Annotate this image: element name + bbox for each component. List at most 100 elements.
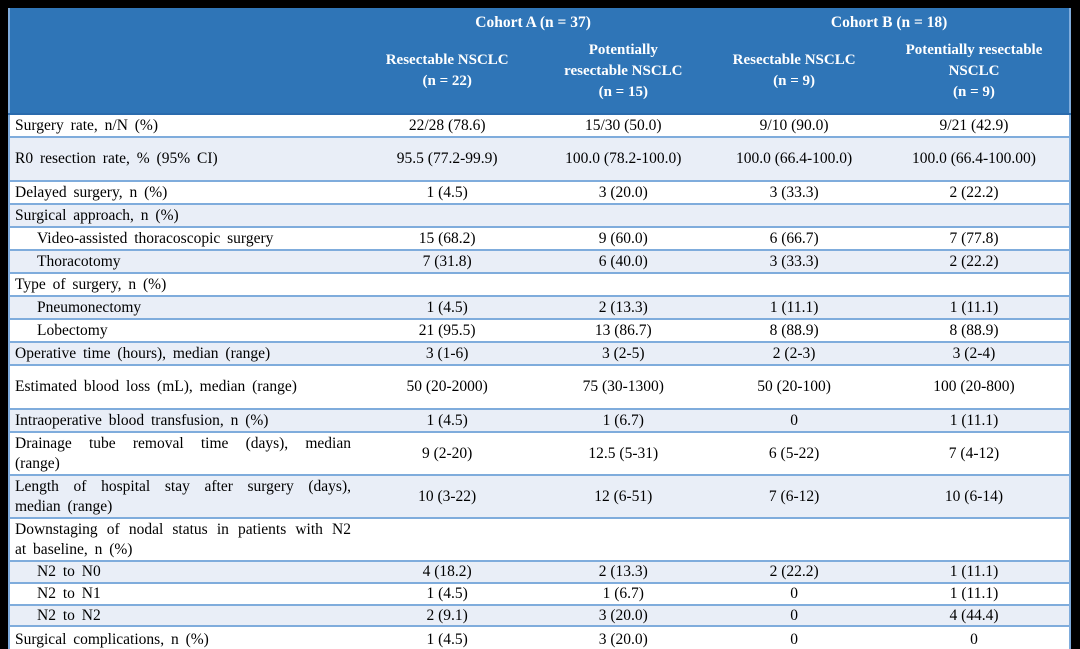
row-label: N2 to N2 xyxy=(9,603,357,627)
table-cell: 3 (20.0) xyxy=(537,603,710,627)
table-row: Thoracotomy 7 (31.8) 6 (40.0) 3 (33.3) 2… xyxy=(9,249,1070,273)
table-cell: 1 (6.7) xyxy=(537,581,710,605)
table-section-row: Type of surgery, n (%) xyxy=(9,272,1070,296)
row-label: Type of surgery, n (%) xyxy=(9,272,357,296)
table-row: Intraoperative blood transfusion, n (%) … xyxy=(9,408,1070,432)
table-cell: 2 (13.3) xyxy=(537,560,710,583)
table-cell: 4 (18.2) xyxy=(357,560,538,583)
row-label: Video-assisted thoracoscopic surgery xyxy=(9,226,357,250)
row-label: Pneumonectomy xyxy=(9,295,357,319)
surgical-outcomes-table: Cohort A (n = 37) Cohort B (n = 18) Rese… xyxy=(8,8,1071,649)
table-cell: 6 (66.7) xyxy=(709,226,879,250)
row-label: Surgical approach, n (%) xyxy=(9,203,357,227)
table-cell: 1 (11.1) xyxy=(878,560,1070,583)
table-row: Delayed surgery, n (%) 1 (4.5) 3 (20.0) … xyxy=(9,180,1070,204)
table-cell: 3 (2-5) xyxy=(537,341,710,365)
empty-corner-cell xyxy=(9,8,357,35)
table-header: Cohort A (n = 37) Cohort B (n = 18) Rese… xyxy=(9,8,1070,114)
table-cell xyxy=(537,517,710,561)
table-row: N2 to N2 2 (9.1) 3 (20.0) 0 4 (44.4) xyxy=(9,603,1070,627)
table-cell: 95.5 (77.2-99.9) xyxy=(357,136,538,181)
table-cell: 100.0 (66.4-100.0) xyxy=(709,136,879,181)
table-row: Estimated blood loss (mL), median (range… xyxy=(9,364,1070,409)
table-cell: 10 (6-14) xyxy=(878,474,1070,518)
table-cell: 0 xyxy=(709,408,879,432)
table-cell xyxy=(357,517,538,561)
table-cell: 9/21 (42.9) xyxy=(878,113,1070,137)
table-cell: 0 xyxy=(709,625,879,649)
row-label: Surgery rate, n/N (%) xyxy=(9,113,357,137)
table-cell: 7 (31.8) xyxy=(357,249,538,273)
table-cell: 13 (86.7) xyxy=(537,318,710,342)
table-cell: 7 (77.8) xyxy=(878,226,1070,250)
table-cell: 8 (88.9) xyxy=(709,318,879,342)
table-cell: 21 (95.5) xyxy=(357,318,538,342)
table-cell xyxy=(709,203,879,227)
row-label: Thoracotomy xyxy=(9,249,357,273)
table-cell xyxy=(878,272,1070,296)
table-cell xyxy=(357,272,538,296)
col-header-resectable-b: Resectable NSCLC (n = 9) xyxy=(709,35,879,114)
table-cell: 4 (44.4) xyxy=(878,603,1070,627)
table-body: Surgery rate, n/N (%) 22/28 (78.6) 15/30… xyxy=(9,113,1070,649)
table-cell xyxy=(537,203,710,227)
table-cell: 6 (40.0) xyxy=(537,249,710,273)
table-row: Video-assisted thoracoscopic surgery 15 … xyxy=(9,226,1070,250)
table-cell: 0 xyxy=(709,603,879,627)
table-cell: 3 (2-4) xyxy=(878,341,1070,365)
row-label: Drainage tube removal time (days), media… xyxy=(9,431,357,475)
col-header-potentially-resectable-a: Potentially resectable NSCLC (n = 15) xyxy=(537,35,710,114)
table-cell: 1 (11.1) xyxy=(878,295,1070,319)
table-cell: 1 (11.1) xyxy=(878,408,1070,432)
row-label: Downstaging of nodal status in patients … xyxy=(9,517,357,561)
table-cell: 9 (60.0) xyxy=(537,226,710,250)
subgroup-header-row: Resectable NSCLC (n = 22) Potentially re… xyxy=(9,35,1070,114)
row-label: N2 to N1 xyxy=(9,581,357,605)
table-cell: 2 (22.2) xyxy=(709,560,879,583)
table-cell xyxy=(709,272,879,296)
table-cell: 3 (20.0) xyxy=(537,625,710,649)
table-cell: 3 (33.3) xyxy=(709,180,879,204)
table-cell: 1 (11.1) xyxy=(709,295,879,319)
table-row: Surgery rate, n/N (%) 22/28 (78.6) 15/30… xyxy=(9,113,1070,137)
table-cell: 15/30 (50.0) xyxy=(537,113,710,137)
table-section-row: Surgical approach, n (%) xyxy=(9,203,1070,227)
table-cell xyxy=(878,203,1070,227)
table-row: R0 resection rate, % (95% CI) 95.5 (77.2… xyxy=(9,136,1070,181)
table-cell: 100 (20-800) xyxy=(878,364,1070,409)
table-cell: 2 (13.3) xyxy=(537,295,710,319)
table-cell: 2 (22.2) xyxy=(878,249,1070,273)
row-label: Estimated blood loss (mL), median (range… xyxy=(9,364,357,409)
table-cell: 9 (2-20) xyxy=(357,431,538,475)
row-label: Delayed surgery, n (%) xyxy=(9,180,357,204)
table-row: N2 to N1 1 (4.5) 1 (6.7) 0 1 (11.1) xyxy=(9,581,1070,605)
table-row: Drainage tube removal time (days), media… xyxy=(9,431,1070,475)
table-row: Surgical complications, n (%) 1 (4.5) 3 … xyxy=(9,625,1070,649)
table-cell: 3 (1-6) xyxy=(357,341,538,365)
table-cell xyxy=(878,517,1070,561)
table-cell: 75 (30-1300) xyxy=(537,364,710,409)
table-row: Length of hospital stay after surgery (d… xyxy=(9,474,1070,518)
row-label: Length of hospital stay after surgery (d… xyxy=(9,474,357,518)
table-cell: 22/28 (78.6) xyxy=(357,113,538,137)
row-label: R0 resection rate, % (95% CI) xyxy=(9,136,357,181)
table-cell: 1 (4.5) xyxy=(357,581,538,605)
table-cell: 1 (11.1) xyxy=(878,581,1070,605)
cohort-header-row: Cohort A (n = 37) Cohort B (n = 18) xyxy=(9,8,1070,35)
table-cell: 1 (4.5) xyxy=(357,295,538,319)
table-cell: 3 (33.3) xyxy=(709,249,879,273)
col-header-potentially-resectable-b: Potentially resectable NSCLC (n = 9) xyxy=(878,35,1070,114)
table-cell: 50 (20-2000) xyxy=(357,364,538,409)
table-cell: 1 (4.5) xyxy=(357,180,538,204)
table-row: Operative time (hours), median (range) 3… xyxy=(9,341,1070,365)
row-label: Operative time (hours), median (range) xyxy=(9,341,357,365)
table-cell: 6 (5-22) xyxy=(709,431,879,475)
table-cell: 50 (20-100) xyxy=(709,364,879,409)
table-cell: 8 (88.9) xyxy=(878,318,1070,342)
table-cell: 3 (20.0) xyxy=(537,180,710,204)
cohort-b-header: Cohort B (n = 18) xyxy=(709,8,1070,35)
table-cell: 12.5 (5-31) xyxy=(537,431,710,475)
table-cell: 12 (6-51) xyxy=(537,474,710,518)
table-cell: 9/10 (90.0) xyxy=(709,113,879,137)
